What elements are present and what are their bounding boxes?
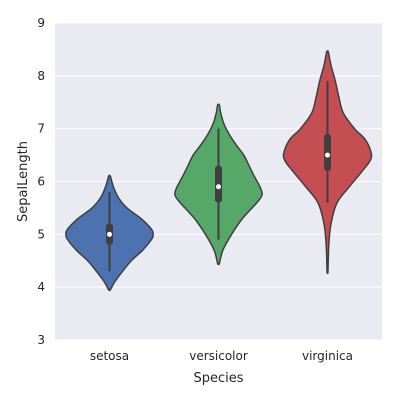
violins (65, 50, 373, 292)
x-tick-virginica: virginica (302, 349, 353, 363)
violin-versicolor (174, 103, 263, 266)
iqr-box-versicolor (215, 165, 222, 203)
iqr-box-virginica (324, 133, 331, 171)
y-tick-labels: 3 4 5 6 7 8 9 (37, 16, 45, 347)
median-virginica (325, 152, 330, 158)
y-tick-8: 8 (37, 69, 45, 83)
median-setosa (107, 231, 112, 237)
y-tick-4: 4 (37, 280, 45, 294)
x-axis-label: Species (193, 371, 243, 386)
y-tick-6: 6 (37, 175, 45, 189)
x-tick-labels: setosa versicolor virginica (90, 349, 353, 363)
median-versicolor (216, 184, 221, 190)
y-axis-label: SepalLength (16, 141, 31, 222)
y-tick-7: 7 (37, 122, 45, 136)
violin-setosa (65, 174, 154, 292)
x-tick-setosa: setosa (90, 349, 129, 363)
x-tick-versicolor: versicolor (189, 349, 248, 363)
y-tick-9: 9 (37, 16, 45, 30)
y-tick-5: 5 (37, 227, 45, 241)
violin-virginica (282, 50, 373, 275)
y-tick-3: 3 (37, 333, 45, 347)
